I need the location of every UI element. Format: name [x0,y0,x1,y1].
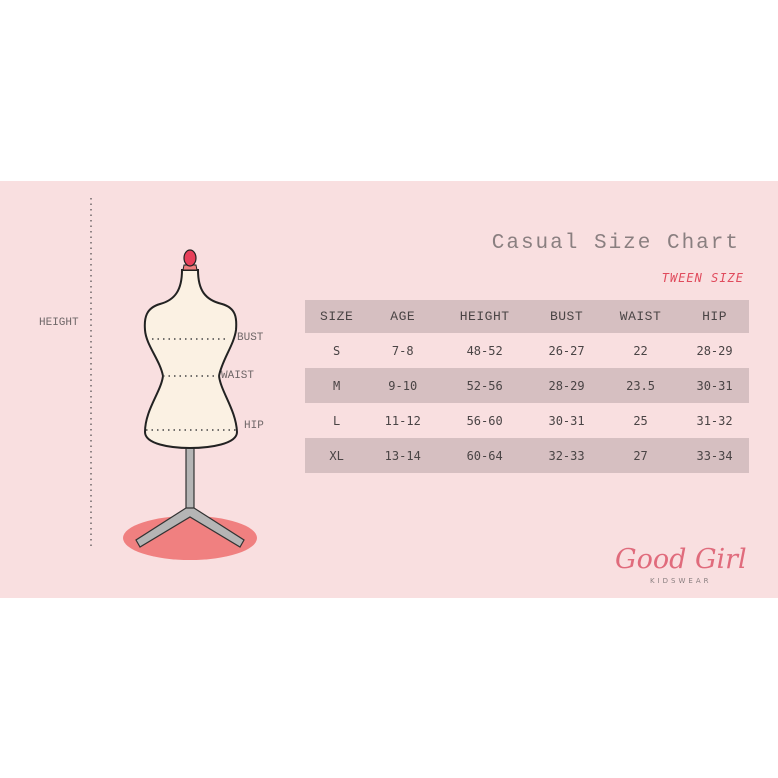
cell: 26-27 [548,343,585,358]
cell: 56-60 [466,413,503,428]
cell: 9-10 [368,368,438,403]
header-size: SIZE [305,300,369,333]
header-bust: BUST [532,300,601,333]
chart-subtitle: TWEEN SIZE [661,271,744,285]
cell: 60-64 [437,438,533,473]
cell: 11-12 [384,413,421,428]
table-row: XL 13-14 60-64 32-33 27 33-34 [305,438,749,473]
cell: 32-33 [532,438,601,473]
height-label: HEIGHT [39,317,79,329]
cell: 48-52 [466,343,503,358]
cell: L [333,413,341,428]
cell: 28-29 [696,343,733,358]
table-row: S 7-8 48-52 26-27 22 28-29 [305,333,749,368]
cell: 23.5 [600,368,681,403]
table-row: M 9-10 52-56 28-29 23.5 30-31 [305,368,749,403]
bust-label: BUST [237,332,264,344]
mannequin-body [143,269,239,450]
cell: 33-34 [680,438,749,473]
chart-title: Casual Size Chart [491,232,740,255]
table-header-row: SIZE AGE HEIGHT BUST WAIST HIP [305,300,749,333]
cell: 31-32 [696,413,733,428]
mannequin-head-knob [183,249,197,267]
size-table: SIZE AGE HEIGHT BUST WAIST HIP S 7-8 48-… [305,300,749,473]
cell: XL [305,438,369,473]
header-age: AGE [368,300,438,333]
cell: 27 [600,438,681,473]
hip-label: HIP [244,420,264,432]
cell: 7-8 [391,343,414,358]
cell: 28-29 [532,368,601,403]
waist-label: WAIST [221,370,255,382]
cell: M [305,368,369,403]
cell: 13-14 [368,438,438,473]
table-row: L 11-12 56-60 30-31 25 31-32 [305,403,749,438]
cell: 25 [633,413,648,428]
header-hip: HIP [680,300,749,333]
cell: 52-56 [437,368,533,403]
cell: S [333,343,341,358]
header-height: HEIGHT [437,300,533,333]
cell: 30-31 [680,368,749,403]
cell: 22 [633,343,648,358]
brand-logo: Good Girl [615,544,747,575]
cell: 30-31 [548,413,585,428]
header-waist: WAIST [600,300,681,333]
brand-tagline: KIDSWEAR [650,577,712,585]
